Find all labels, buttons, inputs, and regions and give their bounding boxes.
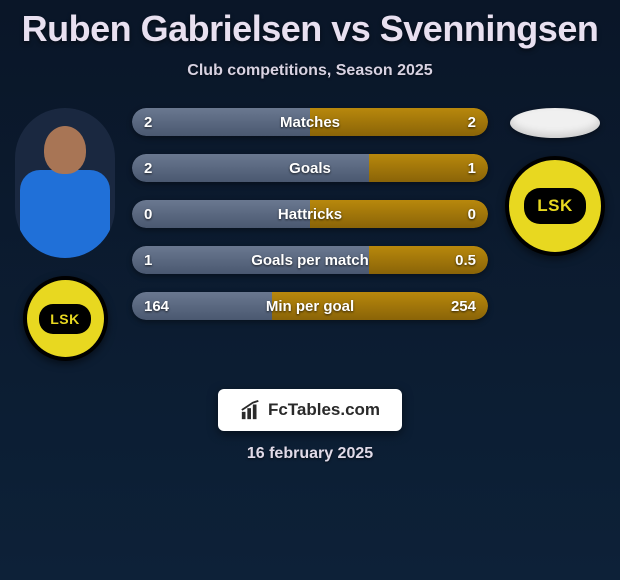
stat-value-left: 164 (144, 298, 169, 315)
stat-bar: 2 1 Goals (132, 154, 488, 182)
stat-label: Min per goal (266, 298, 354, 315)
stat-bar-left-fill (132, 154, 369, 182)
stat-label: Hattricks (278, 206, 342, 223)
player-left-column: LSK (10, 108, 120, 361)
player-left-head (44, 126, 86, 174)
player-right-column: LSK (500, 108, 610, 256)
brand-text: FcTables.com (268, 400, 380, 420)
player-left-club-badge: LSK (23, 276, 108, 361)
player-left-photo (15, 108, 115, 258)
stat-value-left: 0 (144, 206, 152, 223)
stat-value-right: 0.5 (455, 252, 476, 269)
player-right-club-badge: LSK (505, 156, 605, 256)
stat-bar: 164 254 Min per goal (132, 292, 488, 320)
chart-icon (240, 399, 262, 421)
club-badge-inner: LSK (39, 304, 91, 334)
stat-bar: 0 0 Hattricks (132, 200, 488, 228)
stat-value-left: 2 (144, 160, 152, 177)
stat-value-left: 1 (144, 252, 152, 269)
club-badge-text: LSK (537, 196, 573, 216)
date-text: 16 february 2025 (247, 445, 373, 463)
stat-bar: 2 2 Matches (132, 108, 488, 136)
stat-value-left: 2 (144, 114, 152, 131)
subtitle: Club competitions, Season 2025 (10, 62, 610, 80)
stat-value-right: 2 (468, 114, 476, 131)
stat-value-right: 0 (468, 206, 476, 223)
stat-value-right: 1 (468, 160, 476, 177)
main-row: LSK 2 2 Matches 2 1 Goals 0 0 Hattricks 1 0.5 Goals… (10, 108, 610, 361)
stat-value-right: 254 (451, 298, 476, 315)
stat-label: Matches (280, 114, 340, 131)
stat-label: Goals per match (251, 252, 369, 269)
stat-bar: 1 0.5 Goals per match (132, 246, 488, 274)
player-left-jersey (20, 170, 110, 258)
club-badge-inner: LSK (524, 188, 586, 224)
stat-label: Goals (289, 160, 331, 177)
footer: FcTables.com 16 february 2025 (10, 389, 610, 463)
stats-column: 2 2 Matches 2 1 Goals 0 0 Hattricks 1 0.5 Goals per… (128, 108, 492, 320)
comparison-card: Ruben Gabrielsen vs Svenningsen Club com… (0, 0, 620, 463)
player-right-photo-placeholder (510, 108, 600, 138)
club-badge-text: LSK (50, 311, 80, 327)
page-title: Ruben Gabrielsen vs Svenningsen (10, 8, 610, 50)
brand-badge: FcTables.com (218, 389, 402, 431)
